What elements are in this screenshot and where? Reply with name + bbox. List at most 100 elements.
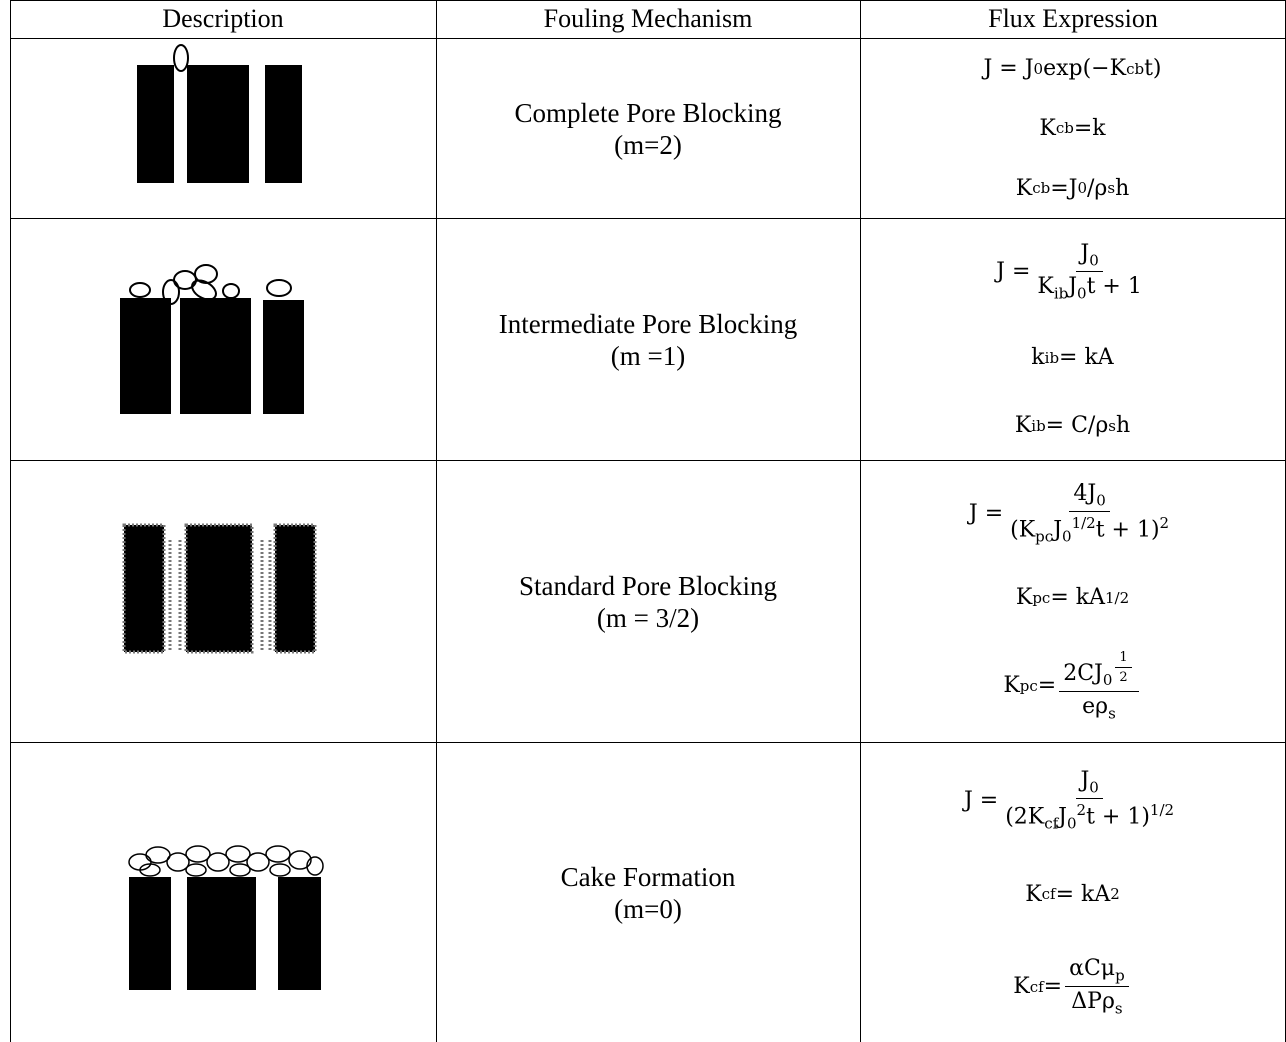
mechanism-exponent: (m=2) [614, 129, 682, 160]
math-text: = C/ρ [1045, 413, 1109, 439]
formula: J = J 0 exp(−K cb t) [983, 56, 1161, 81]
intermediate-blocking-diagram [120, 264, 304, 414]
header-cell: Flux Expression [860, 0, 1286, 38]
math-text: J [1080, 240, 1090, 266]
math-text: J = [963, 787, 999, 813]
math-text: /ρ [1087, 175, 1108, 201]
fraction: J0 KibJ0t + 1 [1033, 241, 1145, 303]
complete-blocking-diagram [137, 44, 302, 183]
math-text: K [1014, 413, 1032, 439]
math-text: K [1013, 974, 1030, 1000]
mechanism-name: Standard Pore Blocking [519, 570, 777, 601]
math-text: J [1058, 804, 1067, 830]
mechanism-exponent: (m=0) [614, 893, 682, 924]
border [10, 0, 11, 1042]
math-text: K [1015, 585, 1033, 611]
math-text: 2CJ [1063, 660, 1103, 686]
fraction: 4J0 (KpcJ01/2t + 1)2 [1006, 481, 1173, 546]
math-sub: cf [1041, 885, 1056, 904]
math-text: eρ [1082, 693, 1109, 719]
math-text: 2 [1119, 669, 1128, 685]
math-sup: 2 [1110, 885, 1120, 904]
math-text: J [1053, 517, 1063, 543]
math-text: αCμ [1069, 955, 1116, 981]
mechanism-name: Complete Pore Blocking [514, 97, 782, 128]
math-text: J = [968, 500, 1004, 526]
math-sub: s [1107, 179, 1116, 198]
math-text: (2K [1005, 804, 1045, 830]
border [10, 460, 1286, 461]
math-sub: pc [1032, 588, 1051, 607]
math-text: J = J [983, 56, 1034, 82]
math-sub: 0 [1102, 670, 1113, 689]
math-sup: 1/2 [1104, 588, 1130, 607]
border [860, 0, 861, 1042]
math-sub: ib [1031, 416, 1046, 435]
denominator: ΔPρs [1067, 987, 1126, 1017]
math-sub: s [1114, 999, 1123, 1018]
header-cell: Fouling Mechanism [436, 0, 860, 38]
denominator: eρs [1078, 692, 1120, 722]
border [10, 218, 1286, 219]
mechanism-name: Cake Formation [560, 861, 736, 892]
math-text: t) [1144, 56, 1162, 82]
math-text: = kA [1059, 345, 1114, 371]
math-sub: 0 [1089, 250, 1099, 269]
math-text: t + 1) [1095, 517, 1160, 543]
formula: J = J0 KibJ0t + 1 [996, 241, 1149, 303]
math-text: J = [996, 258, 1031, 284]
numerator: J0 [1076, 240, 1103, 272]
math-sub: cb [1032, 179, 1051, 198]
mechanism-name: Intermediate Pore Blocking [498, 308, 798, 339]
math-sub: cb [1055, 119, 1074, 138]
math-sub: s [1108, 416, 1116, 435]
math-text: K [1037, 273, 1054, 299]
numerator: 2CJ0 1 2 [1059, 650, 1139, 692]
standard-blocking-diagram [122, 523, 317, 654]
numerator: 1 [1115, 650, 1132, 668]
math-text: ΔPρ [1071, 989, 1115, 1015]
math-text: = kA [1050, 585, 1105, 611]
math-sup: 1/2 [1149, 800, 1175, 819]
mechanism-cell: Complete Pore Blocking (m=2) [436, 39, 860, 218]
math-sup: 1/2 [1071, 514, 1096, 533]
math-text: J [1068, 273, 1078, 299]
math-sup: 2 [1159, 514, 1170, 533]
math-sub: s [1108, 704, 1116, 723]
math-sub: 0 [1066, 814, 1077, 833]
mechanism-exponent: (m = 3/2) [596, 602, 700, 633]
border [10, 0, 1286, 1]
math-text: = [1043, 974, 1063, 1000]
mechanism-cell: Intermediate Pore Blocking (m =1) [436, 219, 860, 460]
math-text: (K [1010, 517, 1036, 543]
math-sub: ib [1044, 348, 1060, 367]
math-sub: cb [1126, 59, 1145, 78]
formula: J = J0 (2KcfJ02t + 1)1/2 [964, 768, 1181, 833]
math-text: =J [1050, 175, 1078, 201]
mechanism-cell: Cake Formation (m=0) [436, 743, 860, 1042]
math-sub: p [1115, 966, 1125, 985]
numerator: αCμp [1065, 955, 1129, 988]
border [436, 0, 437, 1042]
math-text: =k [1073, 115, 1106, 141]
header-text: Description [162, 4, 284, 33]
math-sub: 0 [1089, 777, 1099, 796]
denominator: KibJ0t + 1 [1033, 272, 1145, 302]
fraction: αCμp ΔPρs [1065, 955, 1129, 1017]
math-sub: pc [1035, 527, 1054, 546]
math-sup: 2 [1076, 800, 1087, 819]
